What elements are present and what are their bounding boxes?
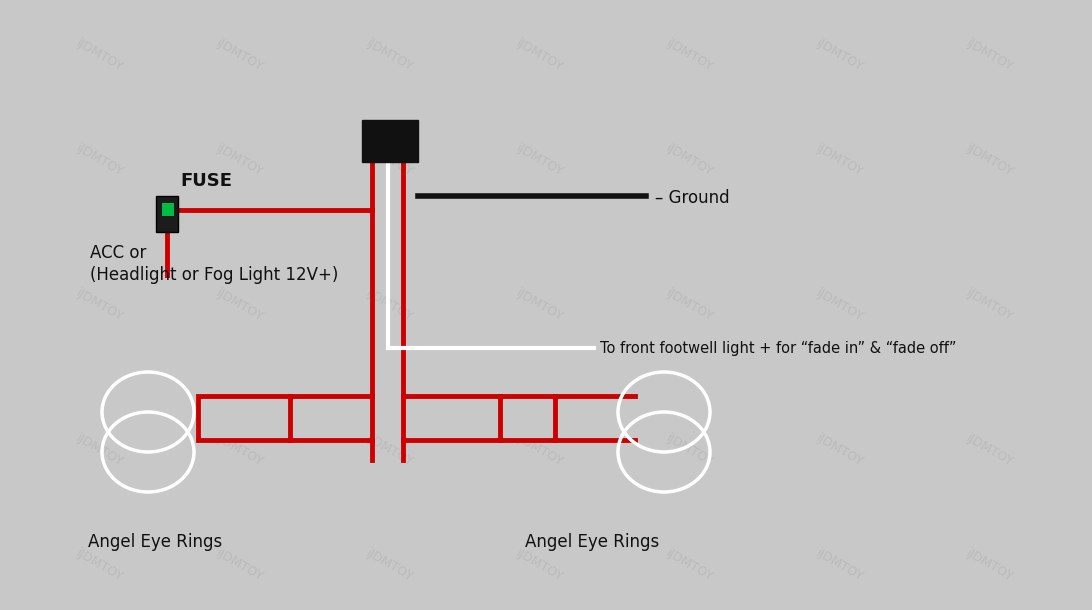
Bar: [162, 203, 174, 216]
Text: iJDMTOY: iJDMTOY: [964, 547, 1016, 584]
Text: iJDMTOY: iJDMTOY: [664, 547, 716, 584]
Text: iJDMTOY: iJDMTOY: [664, 431, 716, 468]
Text: iJDMTOY: iJDMTOY: [214, 547, 265, 584]
Text: iJDMTOY: iJDMTOY: [514, 37, 566, 74]
Text: iJDMTOY: iJDMTOY: [74, 286, 126, 324]
Text: iJDMTOY: iJDMTOY: [514, 142, 566, 179]
Text: iJDMTOY: iJDMTOY: [74, 547, 126, 584]
Text: iJDMTOY: iJDMTOY: [74, 37, 126, 74]
Text: iJDMTOY: iJDMTOY: [964, 142, 1016, 179]
Text: iJDMTOY: iJDMTOY: [364, 547, 416, 584]
Text: iJDMTOY: iJDMTOY: [74, 142, 126, 179]
Text: iJDMTOY: iJDMTOY: [964, 286, 1016, 324]
Text: FUSE: FUSE: [180, 172, 232, 190]
Text: iJDMTOY: iJDMTOY: [815, 547, 866, 584]
Text: iJDMTOY: iJDMTOY: [664, 286, 716, 324]
Text: iJDMTOY: iJDMTOY: [364, 286, 416, 324]
Text: iJDMTOY: iJDMTOY: [364, 142, 416, 179]
Text: iJDMTOY: iJDMTOY: [664, 37, 716, 74]
Bar: [500, 396, 555, 440]
Text: iJDMTOY: iJDMTOY: [214, 142, 265, 179]
Bar: [363, 120, 418, 162]
Text: ACC or: ACC or: [90, 244, 146, 262]
Text: iJDMTOY: iJDMTOY: [664, 142, 716, 179]
Text: iJDMTOY: iJDMTOY: [74, 431, 126, 468]
Text: iJDMTOY: iJDMTOY: [964, 37, 1016, 74]
Text: iJDMTOY: iJDMTOY: [214, 286, 265, 324]
Text: iJDMTOY: iJDMTOY: [815, 431, 866, 468]
Text: (Headlight or Fog Light 12V+): (Headlight or Fog Light 12V+): [90, 266, 339, 284]
Text: iJDMTOY: iJDMTOY: [364, 431, 416, 468]
Text: iJDMTOY: iJDMTOY: [514, 547, 566, 584]
Text: iJDMTOY: iJDMTOY: [514, 431, 566, 468]
Text: Angel Eye Rings: Angel Eye Rings: [88, 533, 223, 551]
Text: – Ground: – Ground: [655, 189, 729, 207]
Text: iJDMTOY: iJDMTOY: [364, 37, 416, 74]
Text: iJDMTOY: iJDMTOY: [815, 286, 866, 324]
Text: iJDMTOY: iJDMTOY: [214, 431, 265, 468]
Text: iJDMTOY: iJDMTOY: [815, 37, 866, 74]
Bar: [156, 196, 178, 232]
Text: iJDMTOY: iJDMTOY: [514, 286, 566, 324]
Text: iJDMTOY: iJDMTOY: [815, 142, 866, 179]
Bar: [198, 396, 290, 440]
Text: Angel Eye Rings: Angel Eye Rings: [525, 533, 660, 551]
Text: iJDMTOY: iJDMTOY: [964, 431, 1016, 468]
Text: To front footwell light + for “fade in” & “fade off”: To front footwell light + for “fade in” …: [600, 340, 957, 356]
Text: iJDMTOY: iJDMTOY: [214, 37, 265, 74]
